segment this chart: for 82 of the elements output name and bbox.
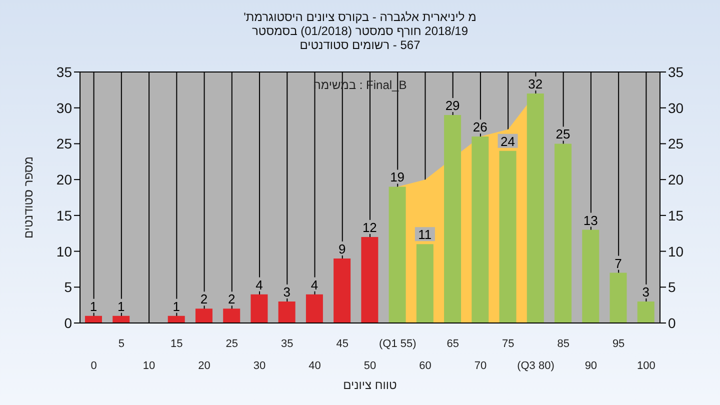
y2-tick-label: 10 (668, 243, 684, 260)
bar (610, 272, 627, 323)
y2-tick-label: 5 (668, 279, 676, 296)
bar (472, 136, 489, 323)
y-axis-title: מספר סטודנטים (21, 156, 36, 239)
y2-tick-label: 25 (668, 136, 684, 152)
x-tick-label: 100 (637, 360, 656, 372)
y-tick-label: 5 (64, 279, 72, 296)
x-tick-label: 15 (170, 338, 183, 350)
x-tick-label: 40 (308, 360, 321, 372)
bar (168, 316, 185, 323)
x-tick-label: 35 (281, 338, 294, 350)
bar (85, 316, 102, 323)
bar (444, 115, 462, 323)
data-label: 1 (90, 298, 98, 314)
x-axis-title: טווח ציונים (343, 378, 398, 392)
x-tick-label: 85 (557, 338, 570, 350)
data-label: 32 (528, 76, 543, 92)
data-label: 3 (642, 284, 650, 300)
y-tick-label: 15 (56, 207, 72, 224)
x-tick-label: 60 (419, 360, 432, 372)
data-label: 29 (445, 98, 460, 114)
y-tick-label: 10 (56, 243, 72, 260)
data-label: 24 (500, 134, 516, 149)
y-tick-label: 0 (64, 314, 72, 331)
x-tick-label: 75 (502, 338, 514, 350)
bar (388, 186, 406, 323)
bar (195, 308, 212, 323)
bar (250, 294, 268, 323)
data-label: 3 (283, 284, 290, 300)
x-tick-label: (Q3 80) (517, 360, 554, 372)
data-label: 2 (228, 292, 236, 307)
bar (554, 144, 572, 323)
x-tick-label: 10 (142, 360, 156, 372)
x-tick-label: 90 (584, 360, 598, 372)
bar (582, 230, 600, 323)
x-tick-label: 50 (364, 360, 376, 372)
data-label: 2 (200, 292, 208, 307)
x-tick-label: 30 (253, 360, 266, 372)
y-tick-label: 35 (56, 64, 72, 80)
y-tick-label: 30 (56, 100, 72, 116)
bar (526, 94, 544, 323)
bar (499, 150, 516, 323)
data-label: 12 (362, 220, 377, 235)
x-tick-label: (Q1 55) (378, 338, 416, 350)
x-tick-label: 65 (446, 338, 459, 350)
text: 2018/19 חורף סמסטר (01/2018) בסמסטר (252, 24, 468, 38)
y2-tick-label: 0 (668, 314, 676, 331)
chart-title: מ ליניארית אלגברה - בקורס ציונים היסטוגרמת' (242, 10, 478, 24)
x-tick-label: 95 (612, 338, 625, 350)
data-label: 13 (583, 212, 598, 228)
y-tick-label: 20 (56, 172, 72, 188)
bar (223, 308, 240, 323)
bar (306, 294, 323, 323)
data-label: 1 (118, 298, 125, 314)
y-tick-label: 25 (56, 136, 72, 152)
bar (278, 301, 296, 323)
x-tick-label: 25 (226, 338, 238, 350)
text: 567 - רשומים סטודנטים (300, 38, 420, 52)
bar (334, 258, 351, 323)
data-label: 26 (472, 120, 488, 135)
data-label: 7 (614, 256, 622, 271)
data-label: 19 (390, 170, 405, 185)
y2-tick-label: 35 (668, 64, 684, 80)
y2-tick-label: 20 (668, 172, 684, 188)
x-tick-label: 0 (90, 360, 97, 372)
y2-tick-label: 15 (668, 207, 684, 224)
x-tick-label: 20 (198, 360, 210, 372)
bar (361, 236, 378, 323)
data-label: 4 (256, 277, 263, 292)
data-label: 1 (172, 298, 180, 314)
data-label: 11 (418, 227, 432, 242)
data-label: 25 (556, 126, 570, 142)
x-tick-label: 5 (118, 338, 124, 350)
x-tick-label: 45 (336, 338, 349, 350)
y2-tick-label: 30 (668, 100, 684, 116)
bar (637, 301, 654, 323)
bar (416, 244, 434, 323)
data-label: 4 (310, 277, 318, 292)
bar (112, 316, 130, 323)
data-label: 9 (338, 241, 346, 256)
x-tick-label: 70 (474, 360, 487, 372)
